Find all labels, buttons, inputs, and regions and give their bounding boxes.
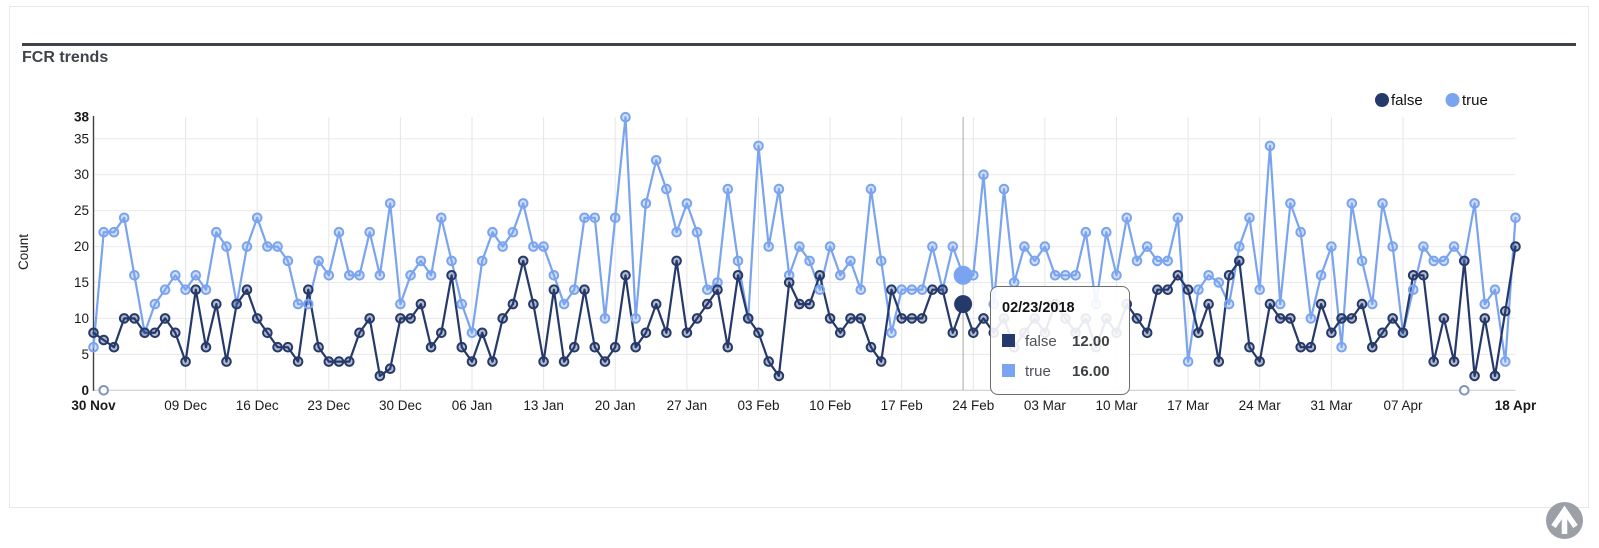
svg-text:35: 35 [74, 131, 89, 146]
svg-text:07 Apr: 07 Apr [1383, 398, 1423, 413]
svg-text:15: 15 [74, 275, 89, 290]
svg-text:30 Nov: 30 Nov [71, 398, 116, 413]
svg-text:17 Feb: 17 Feb [881, 398, 923, 413]
svg-text:0: 0 [81, 383, 89, 398]
svg-text:13 Jan: 13 Jan [523, 398, 564, 413]
svg-text:03 Mar: 03 Mar [1024, 398, 1067, 413]
svg-text:Count: Count [16, 234, 31, 270]
svg-text:true: true [1462, 92, 1488, 109]
svg-text:5: 5 [81, 347, 89, 362]
svg-text:20: 20 [74, 239, 89, 254]
svg-text:18 Apr: 18 Apr [1495, 398, 1537, 413]
svg-text:10 Feb: 10 Feb [809, 398, 851, 413]
svg-text:24 Mar: 24 Mar [1239, 398, 1282, 413]
svg-text:06 Jan: 06 Jan [452, 398, 493, 413]
svg-text:24 Feb: 24 Feb [952, 398, 994, 413]
svg-text:30: 30 [74, 167, 89, 182]
svg-text:20 Jan: 20 Jan [595, 398, 636, 413]
svg-text:16 Dec: 16 Dec [236, 398, 279, 413]
svg-text:23 Dec: 23 Dec [307, 398, 350, 413]
svg-text:31 Mar: 31 Mar [1310, 398, 1353, 413]
svg-text:25: 25 [74, 203, 89, 218]
svg-text:30 Dec: 30 Dec [379, 398, 422, 413]
svg-text:03 Feb: 03 Feb [737, 398, 779, 413]
svg-text:10 Mar: 10 Mar [1095, 398, 1138, 413]
svg-text:09 Dec: 09 Dec [164, 398, 207, 413]
svg-text:false: false [1391, 92, 1423, 109]
svg-text:17 Mar: 17 Mar [1167, 398, 1210, 413]
svg-text:27 Jan: 27 Jan [667, 398, 708, 413]
svg-text:10: 10 [74, 311, 89, 326]
svg-text:38: 38 [74, 110, 90, 125]
